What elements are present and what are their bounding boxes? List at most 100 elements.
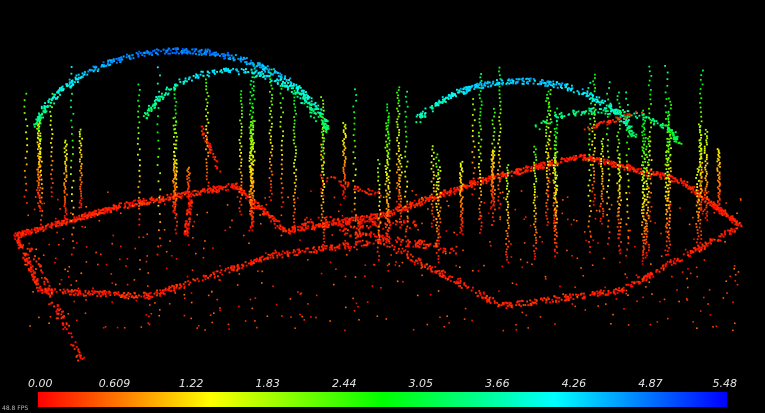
cloud-point [732, 329, 734, 332]
cloud-point [329, 246, 331, 249]
cloud-point [364, 244, 367, 247]
cloud-point [291, 228, 294, 231]
cloud-point [697, 192, 700, 195]
point-cloud[interactable] [0, 0, 765, 380]
cloud-point [356, 233, 359, 236]
cloud-point [623, 308, 625, 310]
cloud-point [271, 173, 274, 176]
cloud-point [138, 207, 140, 210]
cloud-point [17, 247, 20, 249]
cloud-point [715, 325, 718, 328]
cloud-point [176, 194, 178, 196]
cloud-point [251, 201, 254, 204]
cloud-point [20, 233, 23, 236]
cloud-point [461, 189, 463, 192]
cloud-point [397, 94, 399, 97]
cloud-point [648, 274, 651, 277]
cloud-point [665, 168, 668, 170]
cloud-point [45, 289, 48, 292]
cloud-point [642, 161, 644, 164]
cloud-point [507, 222, 509, 224]
cloud-point [424, 199, 427, 202]
cloud-point [150, 199, 153, 202]
cloud-point [618, 195, 621, 198]
cloud-point [339, 203, 342, 206]
cloud-point [280, 116, 282, 118]
cloud-point [600, 165, 602, 168]
cloud-point [427, 208, 429, 210]
cloud-point [690, 191, 693, 194]
cloud-point [508, 171, 510, 174]
cloud-point [476, 183, 479, 186]
cloud-point [606, 127, 609, 130]
cloud-point [625, 254, 628, 257]
cloud-point [270, 170, 273, 173]
cloud-point [128, 295, 131, 298]
cloud-point [139, 199, 141, 202]
cloud-point [281, 226, 284, 229]
cloud-point [710, 242, 712, 245]
cloud-point [259, 257, 261, 259]
cloud-point [270, 253, 273, 256]
cloud-point [143, 199, 146, 202]
cloud-point [543, 297, 546, 300]
cloud-point [474, 183, 476, 186]
cloud-point [589, 157, 592, 160]
cloud-point [491, 173, 494, 176]
cloud-point [665, 230, 667, 233]
cloud-point [137, 110, 139, 113]
cloud-point [253, 207, 256, 210]
cloud-point [272, 252, 274, 255]
cloud-point [703, 259, 706, 261]
cloud-point [699, 131, 701, 134]
cloud-point [454, 190, 457, 193]
cloud-point [529, 224, 532, 227]
cloud-point [17, 238, 20, 241]
cloud-point [40, 174, 42, 176]
cloud-point [138, 105, 141, 107]
cloud-point [142, 197, 145, 200]
cloud-point [369, 235, 372, 238]
cloud-point [461, 222, 464, 224]
cloud-point [718, 208, 721, 211]
cloud-point [343, 233, 346, 236]
cloud-point [407, 206, 410, 209]
cloud-point [717, 204, 720, 207]
cloud-point [367, 227, 370, 229]
cloud-point [378, 255, 381, 257]
cloud-point [397, 210, 400, 212]
cloud-point [499, 192, 502, 194]
cloud-point [370, 214, 372, 216]
cloud-point [643, 150, 645, 153]
cloud-point [600, 190, 603, 193]
cloud-point [97, 263, 99, 266]
cloud-point [634, 245, 636, 248]
cloud-point [335, 268, 337, 270]
cloud-point [472, 286, 474, 289]
cloud-point [537, 166, 540, 169]
cloud-point [65, 213, 68, 215]
cloud-point [439, 192, 442, 195]
cloud-point [580, 153, 583, 156]
cloud-point [96, 214, 99, 216]
cloud-point [700, 249, 703, 252]
cloud-point [637, 276, 640, 279]
cloud-point [78, 351, 81, 354]
cloud-point [556, 107, 559, 110]
cloud-point [281, 154, 283, 156]
cloud-point [281, 315, 283, 317]
cloud-point [643, 188, 646, 191]
cloud-point [569, 156, 571, 159]
cloud-point [408, 245, 410, 248]
cloud-point [489, 175, 492, 178]
cloud-point [244, 261, 247, 263]
cloud-point [643, 157, 646, 160]
cloud-point [48, 303, 50, 305]
cloud-point [649, 177, 652, 180]
cloud-point [507, 164, 510, 166]
cloud-point [397, 250, 400, 253]
cloud-point [379, 234, 382, 237]
cloud-point [149, 201, 152, 204]
cloud-point [190, 317, 192, 320]
